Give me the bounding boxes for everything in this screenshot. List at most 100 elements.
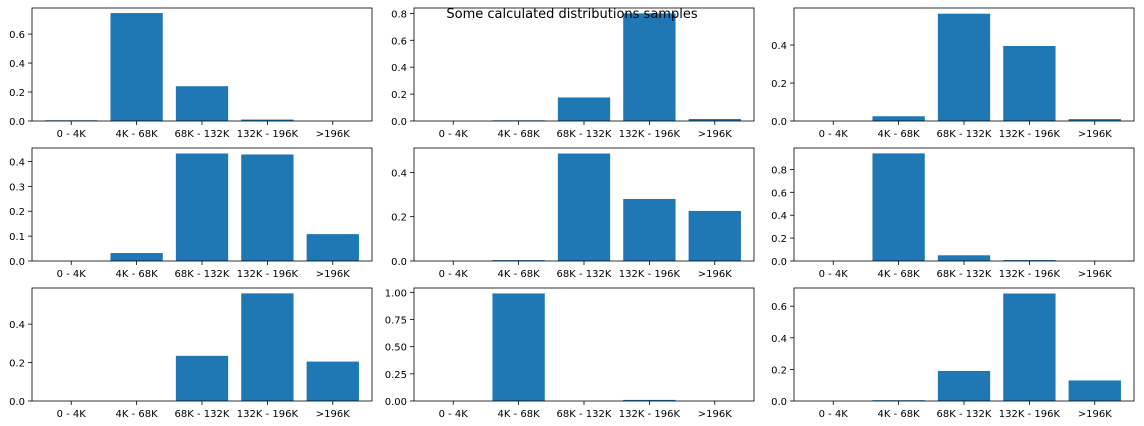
y-tick-label: 0.6: [771, 302, 787, 313]
x-tick-label: 132K - 196K: [999, 409, 1061, 420]
x-tick-label: 132K - 196K: [999, 269, 1061, 280]
bar: [557, 153, 611, 261]
x-tick-label: 132K - 196K: [999, 129, 1061, 140]
y-tick-label: 0.00: [385, 397, 407, 408]
y-tick-label: 0.0: [9, 257, 25, 268]
bar: [872, 116, 925, 121]
x-tick-label: 68K - 132K: [557, 409, 612, 420]
y-tick-label: 0.4: [771, 334, 787, 345]
x-tick-label: 68K - 132K: [937, 409, 992, 420]
y-tick-label: 0.4: [391, 168, 407, 179]
bar: [937, 255, 991, 261]
x-tick-label: 4K - 68K: [498, 129, 541, 140]
y-tick-label: 0.4: [9, 320, 25, 331]
x-tick-label: 132K - 196K: [237, 269, 299, 280]
x-tick-label: >196K: [698, 269, 732, 280]
bar: [175, 355, 229, 401]
y-tick-label: 0.4: [9, 157, 25, 168]
y-tick-label: 0.6: [771, 188, 787, 199]
subplot-5: 0.0 0.2 0.4 0 - 4K 4K - 68K 68K - 132K 132K - …: [391, 147, 755, 280]
bar: [306, 361, 359, 401]
y-tick-label: 0.6: [9, 30, 25, 41]
bar: [623, 399, 676, 401]
y-tick-label: 0.8: [771, 165, 787, 176]
y-tick-label: 0.0: [771, 257, 787, 268]
y-tick-label: 0.0: [771, 397, 787, 408]
x-tick-label: 132K - 196K: [237, 409, 299, 420]
subplot-1: 0.0 0.2 0.4 0.6 0 - 4K 4K - 68K 68K - 132K 132K…: [9, 7, 373, 140]
x-tick-label: 132K - 196K: [237, 129, 299, 140]
x-tick-label: 68K - 132K: [175, 129, 230, 140]
bar: [110, 13, 163, 121]
y-tick-label: 0.25: [385, 370, 407, 381]
bar: [557, 97, 611, 121]
y-tick-label: 0.2: [391, 90, 407, 101]
y-tick-label: 0.4: [391, 63, 407, 74]
x-tick-label: 0 - 4K: [57, 129, 87, 140]
x-tick-label: >196K: [1078, 409, 1112, 420]
y-tick-label: 0.0: [9, 117, 25, 128]
x-tick-label: 0 - 4K: [439, 409, 469, 420]
bar: [688, 118, 741, 121]
x-tick-label: >196K: [316, 129, 350, 140]
y-tick-label: 0.4: [771, 211, 787, 222]
subplot-6: 0.0 0.2 0.4 0.6 0.8 0 - 4K 4K - 68K 68K - 132K 1…: [771, 147, 1135, 280]
x-tick-label: 68K - 132K: [557, 129, 612, 140]
plots: 0.0 0.2 0.4 0.6 0 - 4K 4K - 68K 68K - 132K 132K…: [9, 7, 1135, 420]
y-tick-label: 0.4: [9, 59, 25, 70]
figure-suptitle: Some calculated distributions samples: [446, 7, 697, 22]
x-tick-label: 4K - 68K: [498, 269, 541, 280]
y-tick-label: 0.6: [391, 36, 407, 47]
x-tick-label: 4K - 68K: [116, 409, 159, 420]
y-tick-label: 0.75: [385, 316, 407, 327]
x-tick-label: 4K - 68K: [116, 129, 159, 140]
y-tick-label: 0.2: [771, 365, 787, 376]
subplot-2: 0.0 0.2 0.4 0.6 0.8 0 - 4K 4K - 68K 68K - 132K 1…: [391, 7, 755, 140]
y-tick-label: 0.2: [391, 213, 407, 224]
y-tick-label: 0.0: [771, 117, 787, 128]
bar: [241, 293, 294, 401]
y-tick-label: 0.0: [9, 397, 25, 408]
subplot-3: 0.0 0.2 0.4 0 - 4K 4K - 68K 68K - 132K 132K - …: [771, 7, 1135, 140]
bar: [492, 293, 545, 401]
bar: [1003, 260, 1056, 261]
x-tick-label: 132K - 196K: [619, 409, 681, 420]
y-tick-label: 0.4: [771, 41, 787, 52]
y-tick-label: 0.50: [385, 343, 407, 354]
x-tick-label: 0 - 4K: [819, 129, 849, 140]
y-tick-label: 0.0: [391, 117, 407, 128]
x-tick-label: 0 - 4K: [439, 129, 469, 140]
x-tick-label: 68K - 132K: [175, 269, 230, 280]
x-tick-label: >196K: [316, 409, 350, 420]
x-tick-label: 132K - 196K: [619, 129, 681, 140]
bar: [241, 154, 294, 261]
x-tick-label: >196K: [316, 269, 350, 280]
bar: [623, 13, 676, 122]
subplot-7: 0.0 0.2 0.4 0 - 4K 4K - 68K 68K - 132K 132K - …: [9, 287, 373, 420]
x-tick-label: 4K - 68K: [878, 129, 921, 140]
bar: [110, 253, 163, 261]
bar: [306, 234, 359, 261]
bar: [175, 153, 229, 261]
x-tick-label: 0 - 4K: [57, 409, 87, 420]
x-tick-label: >196K: [1078, 269, 1112, 280]
bar: [175, 86, 229, 121]
subplot-9: 0.0 0.2 0.4 0.6 0 - 4K 4K - 68K 68K - 132K 132K…: [771, 287, 1135, 420]
bar: [1068, 119, 1121, 121]
y-tick-label: 0.2: [9, 359, 25, 370]
x-tick-label: 4K - 68K: [498, 409, 541, 420]
x-tick-label: 132K - 196K: [619, 269, 681, 280]
x-tick-label: 0 - 4K: [439, 269, 469, 280]
x-tick-label: 0 - 4K: [57, 269, 87, 280]
x-tick-label: 4K - 68K: [878, 269, 921, 280]
x-tick-label: 0 - 4K: [819, 409, 849, 420]
y-tick-label: 0.2: [771, 79, 787, 90]
bar: [1068, 380, 1121, 401]
y-tick-label: 0.2: [9, 207, 25, 218]
y-tick-label: 0.0: [391, 257, 407, 268]
y-tick-label: 0.8: [391, 9, 407, 20]
x-tick-label: >196K: [698, 409, 732, 420]
bar: [937, 13, 991, 122]
bar: [1003, 45, 1056, 122]
